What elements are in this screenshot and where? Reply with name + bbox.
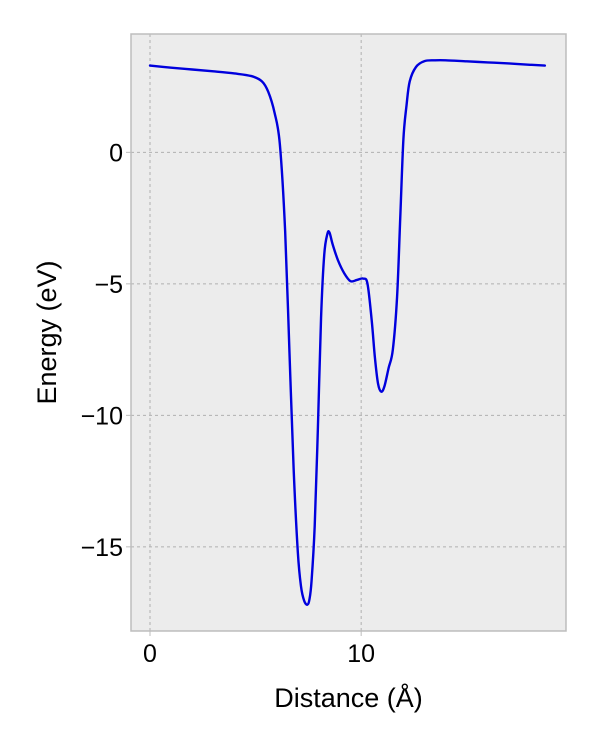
series-group (148, 58, 547, 606)
x-axis-ticks: 0 10 (143, 631, 375, 668)
plot-frame (130, 33, 567, 632)
y-tick-label: −10 (81, 402, 123, 430)
x-axis-label: Distance (Å) (274, 682, 423, 713)
y-tick-label: −5 (94, 271, 123, 299)
x-tick-label: 10 (347, 640, 375, 668)
y-tick-label: 0 (109, 139, 123, 167)
x-tick-label: 0 (143, 640, 157, 668)
series-line-0 (148, 58, 547, 606)
y-axis-label: Energy (eV) (32, 260, 62, 404)
y-axis-ticks: 0 −5 −10 −15 (81, 139, 131, 562)
y-tick-label: −15 (81, 534, 123, 562)
grid (131, 34, 566, 631)
plot-area (131, 34, 566, 631)
